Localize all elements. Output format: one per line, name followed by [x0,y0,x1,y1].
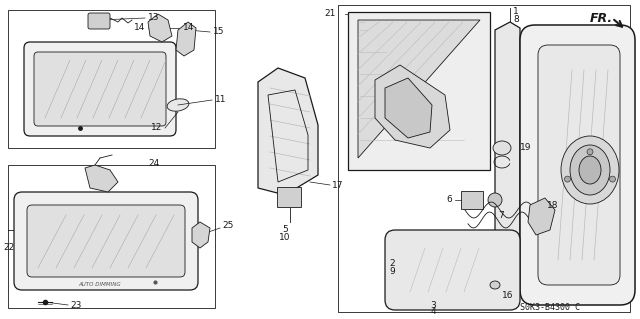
FancyBboxPatch shape [277,187,301,207]
Text: 3: 3 [430,301,436,310]
Polygon shape [85,165,118,192]
Text: 14: 14 [134,24,145,33]
Text: 17: 17 [332,181,344,189]
Text: 8: 8 [513,16,519,25]
Text: 7: 7 [498,211,504,220]
Ellipse shape [488,193,502,207]
FancyBboxPatch shape [24,42,176,136]
Text: 25: 25 [222,221,234,231]
FancyBboxPatch shape [538,45,620,285]
Text: 14: 14 [183,24,195,33]
Polygon shape [375,65,450,148]
Polygon shape [192,222,210,248]
FancyBboxPatch shape [88,13,110,29]
Ellipse shape [570,145,610,195]
FancyBboxPatch shape [461,191,483,209]
Ellipse shape [564,176,570,182]
Text: 10: 10 [279,233,291,242]
Text: 16: 16 [502,292,513,300]
Ellipse shape [561,136,619,204]
Ellipse shape [587,149,593,155]
Text: 6: 6 [446,196,452,204]
Polygon shape [176,22,196,56]
Polygon shape [528,198,555,235]
Text: 11: 11 [215,95,227,105]
Text: S0K3-B4300 C: S0K3-B4300 C [520,303,580,313]
Text: 5: 5 [282,225,288,234]
Ellipse shape [493,141,511,155]
Text: 15: 15 [213,27,225,36]
Text: 13: 13 [148,13,159,23]
Text: 23: 23 [70,300,81,309]
Text: 4: 4 [430,308,436,316]
Ellipse shape [167,99,189,111]
Polygon shape [495,22,520,300]
Text: 19: 19 [520,144,531,152]
Polygon shape [258,68,318,195]
Polygon shape [148,14,172,42]
Text: 22: 22 [3,243,14,253]
Text: FR.: FR. [590,11,613,25]
Polygon shape [385,78,432,138]
Ellipse shape [579,156,601,184]
FancyBboxPatch shape [385,230,520,310]
Text: 9: 9 [389,268,395,277]
Text: 2: 2 [389,259,395,269]
Polygon shape [348,12,490,170]
Text: 12: 12 [150,123,162,132]
Ellipse shape [490,281,500,289]
Text: 18: 18 [547,202,559,211]
Polygon shape [358,20,480,158]
Text: 21: 21 [324,10,336,19]
FancyBboxPatch shape [14,192,198,290]
Text: AUTO DIMMING: AUTO DIMMING [79,281,122,286]
FancyBboxPatch shape [520,25,635,305]
Text: 1: 1 [513,8,519,17]
FancyBboxPatch shape [27,205,185,277]
Ellipse shape [609,176,616,182]
Text: 24: 24 [148,160,159,168]
FancyBboxPatch shape [34,52,166,126]
